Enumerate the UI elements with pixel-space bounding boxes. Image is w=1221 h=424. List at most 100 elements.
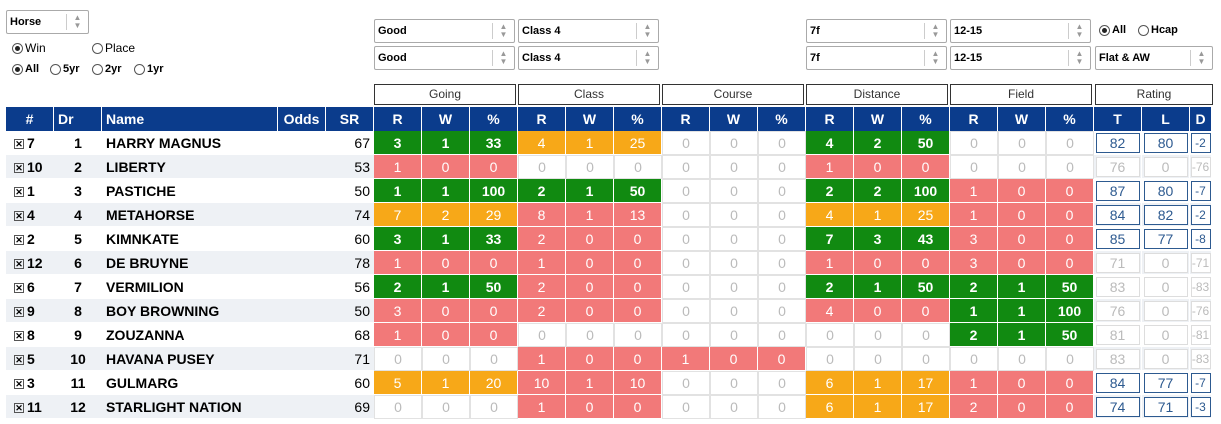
- table-row[interactable]: ✕ 4 4 METAHORSE 74 7 2 29 8 1 13 0 0 0 4 1 25 1 0 0 84 82 -2: [6, 203, 1212, 227]
- rating-d: -7: [1190, 179, 1212, 203]
- field-stat: 0: [1046, 347, 1094, 371]
- table-row[interactable]: ✕ 3 11 GULMARG 60 5 1 20 10 1 10 0 0 0 6 1 17 1 0 0 84 77 -7: [6, 371, 1212, 395]
- draw: 1: [54, 131, 102, 155]
- table-row[interactable]: ✕ 2 5 KIMNKATE 60 3 1 33 2 0 0 0 0 0 7 3 43 3 0 0 85 77 -8: [6, 227, 1212, 251]
- remove-icon[interactable]: ✕: [14, 354, 24, 365]
- table-row[interactable]: ✕ 11 12 STARLIGHT NATION 69 0 0 0 1 0 0 0 0 0 6 1 17 2 0 0 7…: [6, 395, 1212, 419]
- col-going-pct[interactable]: %: [470, 107, 518, 131]
- course-stat: 0: [758, 131, 806, 155]
- odds: [278, 299, 326, 323]
- going-stat: 1: [422, 275, 470, 299]
- col-class-w[interactable]: W: [566, 107, 614, 131]
- col-field-pct[interactable]: %: [1046, 107, 1094, 131]
- horse-name[interactable]: METAHORSE: [102, 203, 278, 227]
- period-1yr-radio[interactable]: 1yr: [134, 63, 164, 75]
- col-idx[interactable]: #: [6, 107, 54, 131]
- col-course-r[interactable]: R: [662, 107, 710, 131]
- col-dist-r[interactable]: R: [806, 107, 854, 131]
- col-dist-w[interactable]: W: [854, 107, 902, 131]
- horse-name[interactable]: STARLIGHT NATION: [102, 395, 278, 419]
- dist-stat: 0: [902, 155, 950, 179]
- col-name[interactable]: Name: [102, 107, 278, 131]
- period-all-radio[interactable]: All: [12, 63, 39, 75]
- horse-name[interactable]: GULMARG: [102, 371, 278, 395]
- col-field-w[interactable]: W: [998, 107, 1046, 131]
- going-select-1[interactable]: Good ▲ ▼: [374, 19, 515, 43]
- win-radio[interactable]: Win: [12, 41, 46, 55]
- col-sr[interactable]: SR: [326, 107, 374, 131]
- horse-name[interactable]: HARRY MAGNUS: [102, 131, 278, 155]
- horse-name[interactable]: DE BRUYNE: [102, 251, 278, 275]
- remove-icon[interactable]: ✕: [14, 330, 24, 341]
- runner-number: ✕ 1: [6, 179, 54, 203]
- horse-name[interactable]: ZOUZANNA: [102, 323, 278, 347]
- class-select-2[interactable]: Class 4 ▲ ▼: [518, 46, 659, 70]
- table-row[interactable]: ✕ 7 1 HARRY MAGNUS 67 3 1 33 4 1 25 0 0 0 4 2 50 0 0 0 82 80-…: [6, 131, 1212, 155]
- period-2yr-radio[interactable]: 2yr: [92, 63, 122, 75]
- draw: 10: [54, 347, 102, 371]
- remove-icon[interactable]: ✕: [14, 138, 24, 149]
- course-stat: 0: [758, 323, 806, 347]
- chevron-updown-icon: ▲ ▼: [66, 14, 88, 30]
- race-hcap-radio[interactable]: Hcap: [1138, 24, 1178, 36]
- horse-name[interactable]: HAVANA PUSEY: [102, 347, 278, 371]
- radio-dot: [12, 42, 23, 54]
- field-select-1[interactable]: 12-15 ▲ ▼: [950, 19, 1091, 43]
- col-field-r[interactable]: R: [950, 107, 998, 131]
- place-radio[interactable]: Place: [92, 41, 135, 55]
- distance-select-2[interactable]: 7f ▲ ▼: [806, 46, 947, 70]
- col-course-pct[interactable]: %: [758, 107, 806, 131]
- remove-icon[interactable]: ✕: [14, 234, 24, 245]
- class-stat: 0: [614, 155, 662, 179]
- race-all-radio[interactable]: All: [1099, 24, 1126, 36]
- table-row[interactable]: ✕ 9 8 BOY BROWNING 50 3 0 0 2 0 0 0 0 0 4 0 0 1 1 100 76 0 -76: [6, 299, 1212, 323]
- distance-select-1[interactable]: 7f ▲ ▼: [806, 19, 947, 43]
- rating-t: 84: [1094, 203, 1142, 227]
- remove-icon[interactable]: ✕: [14, 162, 24, 173]
- horse-name[interactable]: PASTICHE: [102, 179, 278, 203]
- course-stat: 0: [710, 371, 758, 395]
- col-course-w[interactable]: W: [710, 107, 758, 131]
- col-odds[interactable]: Odds: [278, 107, 326, 131]
- dist-stat: 25: [902, 203, 950, 227]
- col-dist-pct[interactable]: %: [902, 107, 950, 131]
- remove-icon[interactable]: ✕: [14, 378, 24, 389]
- col-going-r[interactable]: R: [374, 107, 422, 131]
- horse-name[interactable]: LIBERTY: [102, 155, 278, 179]
- going-select-2[interactable]: Good ▲ ▼: [374, 46, 515, 70]
- col-going-w[interactable]: W: [422, 107, 470, 131]
- field-stat: 2: [950, 323, 998, 347]
- col-class-pct[interactable]: %: [614, 107, 662, 131]
- table-row[interactable]: ✕ 12 6 DE BRUYNE 78 1 0 0 1 0 0 0 0 0 1 0 0 3 0 0 71 0 -71: [6, 251, 1212, 275]
- period-5yr-radio[interactable]: 5yr: [50, 63, 80, 75]
- horse-name[interactable]: BOY BROWNING: [102, 299, 278, 323]
- col-rating-t[interactable]: T: [1094, 107, 1142, 131]
- class-select-1[interactable]: Class 4 ▲ ▼: [518, 19, 659, 43]
- horse-name[interactable]: VERMILION: [102, 275, 278, 299]
- remove-icon[interactable]: ✕: [14, 282, 24, 293]
- going-stat: 20: [470, 371, 518, 395]
- field-select-2[interactable]: 12-15 ▲ ▼: [950, 46, 1091, 70]
- class-stat: 0: [614, 323, 662, 347]
- col-class-r[interactable]: R: [518, 107, 566, 131]
- remove-icon[interactable]: ✕: [14, 210, 24, 221]
- table-row[interactable]: ✕ 1 3 PASTICHE 50 1 1 100 2 1 50 0 0 0 2 2 100 1 0 0 87 80 -7: [6, 179, 1212, 203]
- table-row[interactable]: ✕ 8 9 ZOUZANNA 68 1 0 0 0 0 0 0 0 0 0 0 0 2 1 50 81 0 -81: [6, 323, 1212, 347]
- col-rating-l[interactable]: L: [1142, 107, 1190, 131]
- race-type-select[interactable]: Flat & AW ▲ ▼: [1095, 46, 1213, 70]
- course-stat: 0: [710, 347, 758, 371]
- remove-icon[interactable]: ✕: [14, 186, 24, 197]
- col-dr[interactable]: Dr: [54, 107, 102, 131]
- remove-icon[interactable]: ✕: [14, 402, 24, 413]
- table-row[interactable]: ✕ 6 7 VERMILION 56 2 1 50 2 0 0 0 0 0 2 1 50 2 1 50 83 0 -83: [6, 275, 1212, 299]
- remove-icon[interactable]: ✕: [14, 258, 24, 269]
- dist-stat: 6: [806, 371, 854, 395]
- table-row[interactable]: ✕ 5 10 HAVANA PUSEY 71 0 0 0 1 0 0 1 0 0 0 0 0 0 0 0 83 0 -83: [6, 347, 1212, 371]
- col-rating-d[interactable]: D: [1190, 107, 1212, 131]
- course-stat: 0: [758, 203, 806, 227]
- horse-select[interactable]: Horse ▲ ▼: [6, 10, 89, 34]
- going-stat: 0: [422, 347, 470, 371]
- remove-icon[interactable]: ✕: [14, 306, 24, 317]
- table-row[interactable]: ✕ 10 2 LIBERTY 53 1 0 0 0 0 0 0 0 0 1 0 0 0 0 0 76 0 -76: [6, 155, 1212, 179]
- horse-name[interactable]: KIMNKATE: [102, 227, 278, 251]
